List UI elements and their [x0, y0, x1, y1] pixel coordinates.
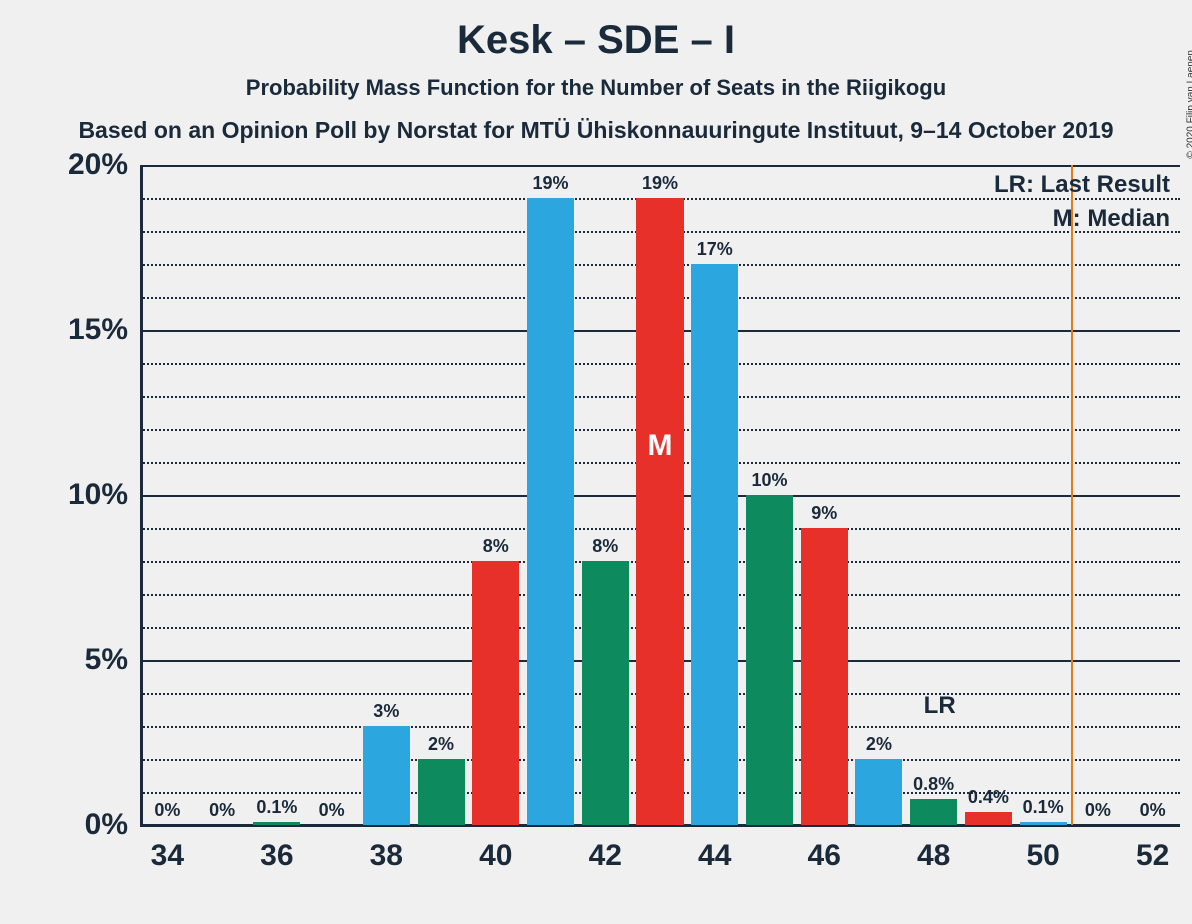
x-tick-label: 40: [479, 839, 512, 873]
x-tick-label: 48: [917, 839, 950, 873]
bar-label: 10%: [751, 470, 787, 491]
bar: [253, 822, 300, 825]
bar: [636, 198, 683, 825]
legend-last-result: LR: Last Result: [994, 171, 1170, 199]
y-tick-label: 0%: [85, 808, 128, 842]
bar-label: 0%: [1140, 800, 1166, 821]
bar-label: 0%: [209, 800, 235, 821]
y-tick-label: 15%: [68, 313, 128, 347]
bar: [855, 759, 902, 825]
bar: [418, 759, 465, 825]
bar-label: 0.1%: [1023, 797, 1064, 818]
bar: [746, 495, 793, 825]
x-tick-label: 38: [370, 839, 403, 873]
bar-label: 0%: [1085, 800, 1111, 821]
bar-label: 2%: [428, 734, 454, 755]
x-tick-label: 46: [808, 839, 841, 873]
bar-label: 8%: [483, 536, 509, 557]
bar-label: 0.4%: [968, 787, 1009, 808]
bar-label: 19%: [533, 173, 569, 194]
bar: [363, 726, 410, 825]
bar-label: 19%: [642, 173, 678, 194]
x-tick-label: 50: [1026, 839, 1059, 873]
bar: [582, 561, 629, 825]
bar-label: 0.1%: [256, 797, 297, 818]
bar: [691, 264, 738, 825]
last-result-line: [1071, 165, 1073, 825]
legend-median: M: Median: [1053, 205, 1170, 233]
x-tick-label: 36: [260, 839, 293, 873]
bar: [1020, 822, 1067, 825]
bar-label: 17%: [697, 239, 733, 260]
copyright-text: © 2020 Filip van Laenen: [1186, 50, 1192, 159]
chart-subtitle: Probability Mass Function for the Number…: [0, 75, 1192, 101]
x-tick-label: 42: [589, 839, 622, 873]
last-result-label: LR: [924, 692, 956, 720]
y-tick-label: 10%: [68, 478, 128, 512]
chart-container: Kesk – SDE – I Probability Mass Function…: [0, 0, 1192, 924]
bar-label: 9%: [811, 503, 837, 524]
x-tick-label: 44: [698, 839, 731, 873]
chart-title: Kesk – SDE – I: [0, 18, 1192, 63]
median-marker: M: [648, 429, 673, 463]
bar-label: 0%: [154, 800, 180, 821]
gridline-major: [140, 165, 1180, 167]
bar-label: 3%: [373, 701, 399, 722]
bar: [801, 528, 848, 825]
x-tick-label: 52: [1136, 839, 1169, 873]
bar: [965, 812, 1012, 825]
chart-subtitle2: Based on an Opinion Poll by Norstat for …: [0, 117, 1192, 144]
y-tick-label: 5%: [85, 643, 128, 677]
bar: [910, 799, 957, 825]
plot-area: 0%5%10%15%20%343638404244464850520%0%0.1…: [140, 165, 1180, 825]
bar-label: 2%: [866, 734, 892, 755]
bar-label: 0.8%: [913, 774, 954, 795]
bar-label: 0%: [319, 800, 345, 821]
bar: [472, 561, 519, 825]
y-tick-label: 20%: [68, 148, 128, 182]
bar-label: 8%: [592, 536, 618, 557]
bar: [527, 198, 574, 825]
y-axis-line: [140, 165, 143, 825]
x-tick-label: 34: [151, 839, 184, 873]
